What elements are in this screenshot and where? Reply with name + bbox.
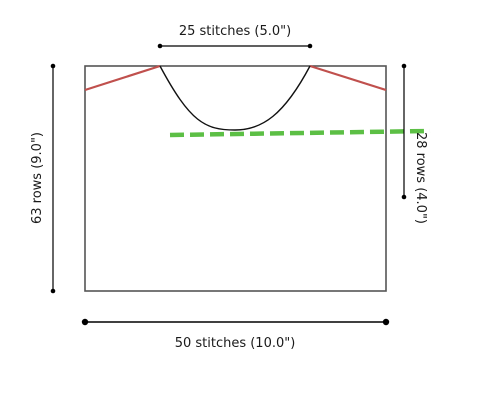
neck-width-dimension-endpoint [157,43,163,49]
yoke-depth-dimension-endpoint [401,63,407,69]
yoke-marker-dashed-line [169,128,431,138]
body-width-dimension-endpoint [382,318,390,326]
body-length-dimension-endpoint [50,288,56,294]
neck-width-label: 25 stitches (5.0") [179,24,291,39]
right-shoulder-slope [309,64,387,92]
body-width-dimension-endpoint [81,318,89,326]
yoke-depth-label: 28 rows (4.0") [413,132,428,224]
body-length-dimension-endpoint [50,63,56,69]
yoke-depth-dimension-endpoint [401,194,407,200]
body-length-label: 63 rows (9.0") [30,132,45,224]
left-shoulder-slope [84,64,161,92]
neckline-curve [159,65,311,131]
neck-width-dimension-endpoint [307,43,313,49]
garment-body-outline [84,65,387,292]
body-width-label: 50 stitches (10.0") [175,336,296,351]
